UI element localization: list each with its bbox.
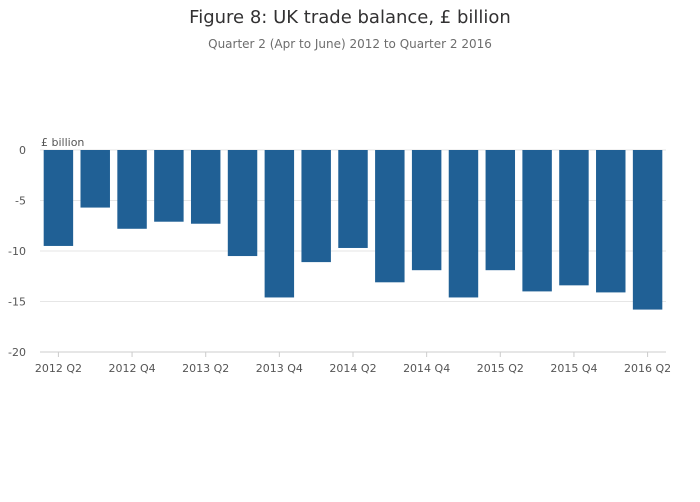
x-tick-label: 2015 Q2 bbox=[477, 362, 524, 375]
bars bbox=[43, 150, 663, 310]
bar-2014-q2[interactable] bbox=[338, 150, 368, 248]
bar-2013-q3[interactable] bbox=[227, 150, 258, 257]
y-tick-label: 0 bbox=[19, 144, 26, 157]
bar-2012-q3[interactable] bbox=[80, 150, 110, 208]
bar-2014-q4[interactable] bbox=[411, 150, 442, 271]
y-axis-ticks: 0 -5 -10 -15 -20 bbox=[8, 144, 26, 359]
x-tick-label: 2012 Q4 bbox=[108, 362, 155, 375]
bar-2012-q4[interactable] bbox=[117, 150, 147, 229]
x-tick-label: 2016 Q2 bbox=[624, 362, 671, 375]
bar-2015-q4[interactable] bbox=[559, 150, 589, 286]
bar-2013-q1[interactable] bbox=[154, 150, 184, 222]
x-axis-ticks: 2012 Q2 2012 Q4 2013 Q2 2013 Q4 2014 Q2 2014 … bbox=[35, 352, 671, 375]
x-tick-label: 2014 Q4 bbox=[403, 362, 450, 375]
y-axis-label: £ billion bbox=[41, 136, 84, 149]
chart-title: Figure 8: UK trade balance, £ billion bbox=[189, 7, 511, 28]
x-tick-label: 2014 Q2 bbox=[329, 362, 376, 375]
bar-2014-q3[interactable] bbox=[375, 150, 405, 283]
y-tick-label: -20 bbox=[8, 346, 26, 359]
x-tick-label: 2015 Q4 bbox=[550, 362, 597, 375]
bar-2012-q2[interactable] bbox=[43, 150, 74, 246]
y-tick-label: -10 bbox=[8, 245, 26, 258]
x-tick-label: 2013 Q2 bbox=[182, 362, 229, 375]
x-tick-label: 2012 Q2 bbox=[35, 362, 82, 375]
bar-2015-q2[interactable] bbox=[485, 150, 516, 271]
bar-2014-q1[interactable] bbox=[301, 150, 331, 263]
chart-subtitle: Quarter 2 (Apr to June) 2012 to Quarter … bbox=[208, 37, 492, 51]
bar-2016-q1[interactable] bbox=[596, 150, 626, 293]
bar-2013-q2[interactable] bbox=[190, 150, 221, 224]
bar-2016-q2[interactable] bbox=[632, 150, 663, 310]
x-tick-label: 2013 Q4 bbox=[256, 362, 303, 375]
bar-2015-q3[interactable] bbox=[522, 150, 552, 292]
y-tick-label: -5 bbox=[15, 195, 26, 208]
y-tick-label: -15 bbox=[8, 296, 26, 309]
bar-2013-q4[interactable] bbox=[264, 150, 295, 298]
bar-2015-q1[interactable] bbox=[448, 150, 479, 298]
